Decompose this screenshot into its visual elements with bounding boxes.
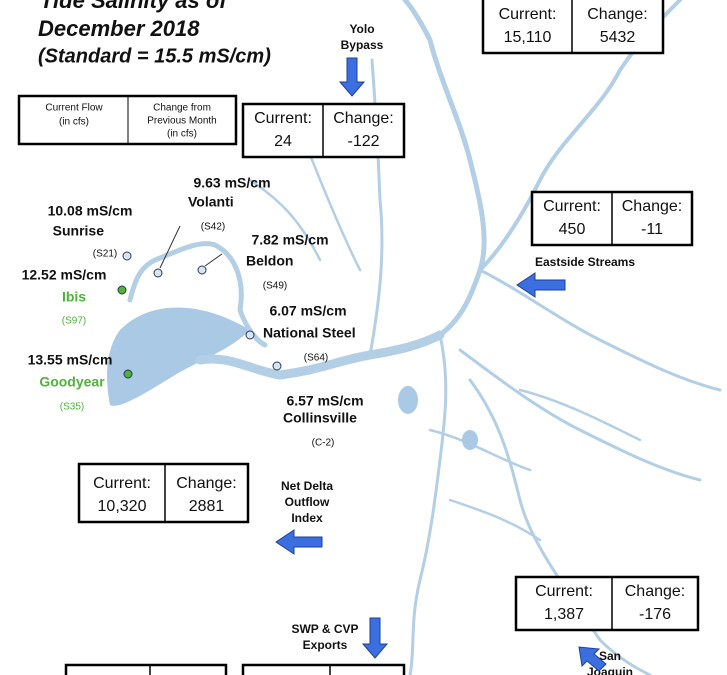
station-name: Collinsville <box>283 410 357 426</box>
station-code: (S64) <box>304 353 328 364</box>
title: Tide Salinity as of <box>40 0 229 13</box>
station-dot <box>245 330 255 340</box>
reading: 6.07 mS/cm <box>269 303 346 319</box>
flow-label: Net Delta <box>281 479 333 493</box>
change-label: Change: <box>625 583 686 600</box>
flow-arrow <box>578 646 607 672</box>
flow-box <box>241 663 406 675</box>
station-code: (S49) <box>263 281 287 292</box>
station-code: (C-2) <box>312 438 335 449</box>
station-name: Goodyear <box>39 374 105 390</box>
station-code: (S21) <box>93 249 117 260</box>
reading: 9.63 mS/cm <box>193 175 270 191</box>
change-value: -176 <box>639 606 671 623</box>
leader-line <box>159 225 181 269</box>
flow-label: San <box>599 649 621 663</box>
station-dot <box>272 361 282 371</box>
legend-text: Current Flow <box>45 103 103 114</box>
change-label: Change: <box>587 6 648 23</box>
legend-text: (in cfs) <box>167 129 197 140</box>
flow-box <box>77 462 250 524</box>
change-value: 5432 <box>600 29 636 46</box>
station-dot <box>197 265 207 275</box>
reading: 6.57 mS/cm <box>286 393 363 409</box>
change-label: Change: <box>333 110 394 127</box>
current-value: 1,387 <box>544 606 584 623</box>
reading: 10.08 mS/cm <box>48 203 133 219</box>
station-name: National Steel <box>263 325 356 341</box>
flow-arrow <box>338 57 366 97</box>
flow-box <box>514 575 700 632</box>
flow-label: Bypass <box>341 38 384 52</box>
station-name: Volanti <box>188 194 234 210</box>
bay <box>107 307 251 406</box>
station-name: Sunrise <box>53 223 105 239</box>
current-label: Current: <box>93 475 151 492</box>
fixed-shapes <box>64 663 406 675</box>
change-label: Change: <box>622 198 683 215</box>
date: December 2018 <box>38 16 200 41</box>
station-dot <box>123 369 133 379</box>
change-label: Change: <box>176 475 237 492</box>
station-dot <box>153 268 163 278</box>
station-code: (S97) <box>62 316 86 327</box>
legend-text: Change from <box>153 103 211 114</box>
current-label: Current: <box>254 110 312 127</box>
flow-label: Joaquin <box>587 665 633 675</box>
current-value: 10,320 <box>98 498 147 515</box>
flow-label: Exports <box>303 638 348 652</box>
flow-label: Outflow <box>285 495 330 509</box>
change-value: -122 <box>347 133 379 150</box>
flow-box <box>481 0 665 55</box>
flow-label: SWP & CVP <box>291 622 358 636</box>
reading: 7.82 mS/cm <box>251 232 328 248</box>
station-name: Ibis <box>62 289 86 305</box>
reading: 12.52 mS/cm <box>22 267 107 283</box>
station-name: Beldon <box>246 253 293 269</box>
reading: 13.55 mS/cm <box>28 352 113 368</box>
current-label: Current: <box>499 6 557 23</box>
flow-label: Eastside Streams <box>535 255 635 269</box>
flow-arrow <box>516 272 566 298</box>
flow-box <box>64 663 228 675</box>
current-value: 15,110 <box>504 29 552 46</box>
legend-text: (in cfs) <box>59 117 89 128</box>
current-value: 24 <box>274 133 292 150</box>
change-value: 2881 <box>189 498 225 515</box>
standard: (Standard = 15.5 mS/cm) <box>38 45 271 67</box>
leader-line <box>204 253 223 267</box>
river <box>195 330 445 380</box>
current-label: Current: <box>543 198 601 215</box>
flow-arrow <box>275 529 323 555</box>
station-dot <box>122 251 132 261</box>
flow-label: Yolo <box>349 22 374 36</box>
current-value: 450 <box>559 221 586 238</box>
station-code: (S42) <box>201 222 225 233</box>
flow-label: Index <box>291 511 323 525</box>
station-dot <box>117 285 127 295</box>
flow-arrow <box>361 617 389 659</box>
current-label: Current: <box>535 583 593 600</box>
change-value: -11 <box>641 221 663 238</box>
station-code: (S35) <box>60 402 84 413</box>
legend-text: Previous Month <box>147 116 216 127</box>
